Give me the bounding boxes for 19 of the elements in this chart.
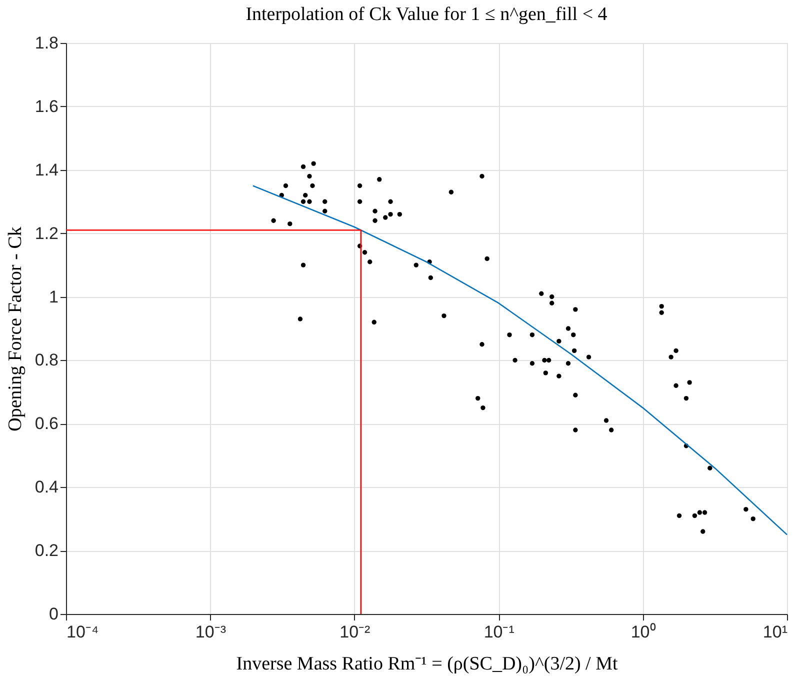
y-axis-title: Opening Force Factor - Ck [4,226,26,432]
x-tick-label: 10⁻¹ [484,622,515,642]
y-tick-label: 1 [49,287,58,306]
x-tick-label: 10⁻⁴ [66,622,99,642]
y-tick-label: 0 [49,604,58,624]
y-tick-label: 1.2 [34,224,58,243]
y-tick-label: 1.6 [34,96,58,116]
y-tick-label: 1.4 [34,160,58,180]
chart-title: Interpolation of Ck Value for 1 ≤ n^gen_fill < 4 [246,4,608,25]
x-tick-label: 10⁻³ [195,622,226,642]
y-tick-label: 0.8 [34,350,58,370]
y-tick-label: 0.2 [34,541,58,560]
x-tick-label: 10⁻² [340,622,371,642]
y-tick-label: 1.8 [34,34,58,52]
y-tick-label: 0.6 [34,414,58,434]
x-tick-label: 10¹ [762,622,788,642]
y-tick-label: 0.4 [34,478,58,497]
x-axis-title: Inverse Mass Ratio Rm⁻¹ = (ρ(SC_D)₀)^(3/2) / Mt [236,654,618,674]
x-tick-label: 10⁰ [630,622,656,642]
